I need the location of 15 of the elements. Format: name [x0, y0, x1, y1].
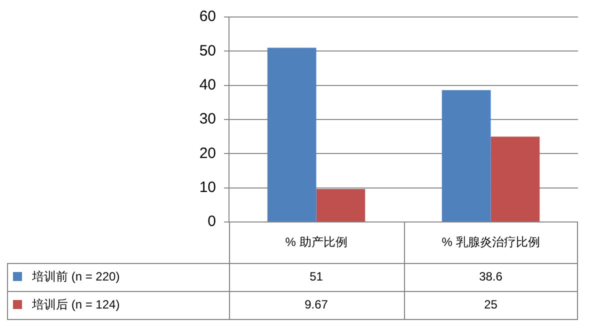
- y-tick-label: 20: [199, 144, 216, 162]
- legend-label: 培训前 (n = 220): [31, 269, 120, 284]
- x-tick-label: % 乳腺炎治疗比例: [442, 234, 540, 249]
- data-label: 38.6: [479, 269, 503, 284]
- y-tick-label: 60: [199, 8, 216, 26]
- data-label: 25: [484, 297, 498, 312]
- data-label: 51: [310, 269, 324, 284]
- x-tick-label: % 助产比例: [285, 234, 348, 249]
- data-label: 9.67: [304, 297, 328, 312]
- y-tick-label: 10: [199, 178, 216, 196]
- y-tick-label: 0: [208, 213, 216, 230]
- y-tick-label: 40: [199, 76, 216, 94]
- legend-label: 培训后 (n = 124): [31, 297, 120, 312]
- y-tick-label: 30: [199, 110, 216, 128]
- y-tick-label: 50: [199, 42, 216, 60]
